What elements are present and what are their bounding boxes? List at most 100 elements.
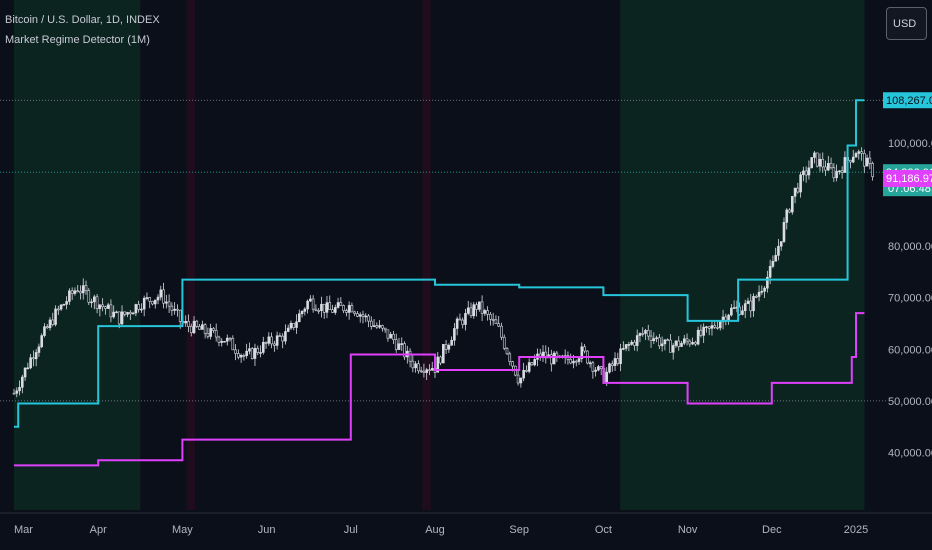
candle: [627, 341, 631, 352]
price-tick-label: 50,000.00: [888, 396, 932, 408]
candle: [649, 330, 653, 348]
candle: [62, 303, 66, 306]
candle: [231, 335, 235, 351]
lower-value-badge: [883, 170, 932, 187]
reference-lines: [0, 99, 886, 402]
candle: [802, 166, 805, 182]
candle: [868, 151, 872, 170]
candle: [699, 324, 703, 338]
candle: [710, 319, 714, 336]
candle: [705, 325, 708, 333]
candle: [439, 355, 442, 366]
candle: [505, 347, 509, 355]
time-tick-label: Jul: [344, 524, 358, 536]
candle: [369, 316, 373, 330]
candle: [635, 329, 639, 352]
regime-band-2: [422, 0, 431, 510]
candle: [655, 335, 658, 343]
candle: [871, 161, 874, 181]
candle: [749, 293, 753, 318]
candle: [112, 305, 116, 319]
time-tick-label: May: [172, 524, 193, 536]
candle: [430, 361, 434, 371]
candle: [694, 340, 697, 347]
candle: [677, 336, 681, 351]
candle: [336, 297, 340, 309]
candle: [442, 344, 445, 364]
time-tick-label: Apr: [90, 524, 107, 536]
candle: [754, 294, 758, 299]
candle: [638, 332, 642, 343]
candle: [682, 334, 686, 346]
candle: [70, 287, 74, 301]
candle: [480, 295, 484, 322]
candle: [461, 317, 464, 329]
candle: [818, 153, 822, 172]
candle: [408, 348, 412, 368]
candle: [342, 304, 345, 314]
price-axis[interactable]: 100,000.00 80,000.00 70,000.00 60,000.00 50,…: [888, 138, 932, 460]
candle: [514, 365, 517, 377]
candle: [347, 301, 351, 320]
candle: [225, 334, 229, 346]
candle: [198, 323, 201, 330]
time-axis[interactable]: Mar Apr May Jun Jul Aug Sep Oct Nov Dec 2025: [0, 512, 932, 536]
candle: [48, 317, 52, 331]
candle: [804, 166, 808, 183]
regime-band-0: [14, 0, 141, 510]
candle: [237, 349, 240, 360]
candle: [450, 336, 453, 346]
candle: [669, 333, 672, 353]
candle: [140, 303, 143, 313]
candle: [381, 324, 384, 332]
candle: [414, 361, 417, 373]
candle: [165, 294, 168, 309]
candle: [300, 310, 304, 318]
candle: [137, 300, 140, 313]
candle: [550, 349, 553, 372]
candle: [835, 164, 838, 182]
candle: [73, 287, 77, 296]
candle: [378, 320, 381, 329]
candle: [489, 312, 492, 326]
candle: [320, 296, 323, 318]
candle: [386, 329, 390, 342]
currency-button[interactable]: USD: [886, 7, 927, 40]
candle: [148, 296, 152, 309]
candle: [314, 304, 318, 312]
candle: [21, 374, 24, 394]
candle: [610, 360, 614, 372]
price-tick-label: 60,000.00: [888, 344, 932, 356]
candle: [644, 328, 647, 341]
candle: [68, 288, 71, 305]
candle: [527, 358, 531, 374]
candle: [400, 337, 404, 351]
candle: [184, 315, 188, 327]
candle: [827, 155, 830, 171]
candle: [732, 300, 736, 309]
candle: [383, 327, 387, 333]
candle: [273, 340, 276, 352]
candle: [189, 323, 193, 337]
candle: [766, 270, 769, 293]
candle: [203, 323, 207, 339]
candle: [779, 241, 783, 251]
time-tick-label: Oct: [595, 524, 612, 536]
candle: [34, 349, 38, 367]
candle: [126, 311, 129, 318]
candle: [212, 327, 215, 334]
candle: [591, 360, 595, 379]
candle: [569, 353, 573, 365]
candle: [303, 307, 307, 316]
candle: [90, 298, 93, 308]
candle: [757, 285, 761, 302]
candle: [372, 318, 376, 328]
candle: [583, 344, 586, 354]
candle: [322, 303, 326, 319]
candle: [23, 367, 27, 381]
regime-background: [14, 0, 865, 510]
candle: [829, 157, 833, 170]
candle: [475, 302, 478, 317]
